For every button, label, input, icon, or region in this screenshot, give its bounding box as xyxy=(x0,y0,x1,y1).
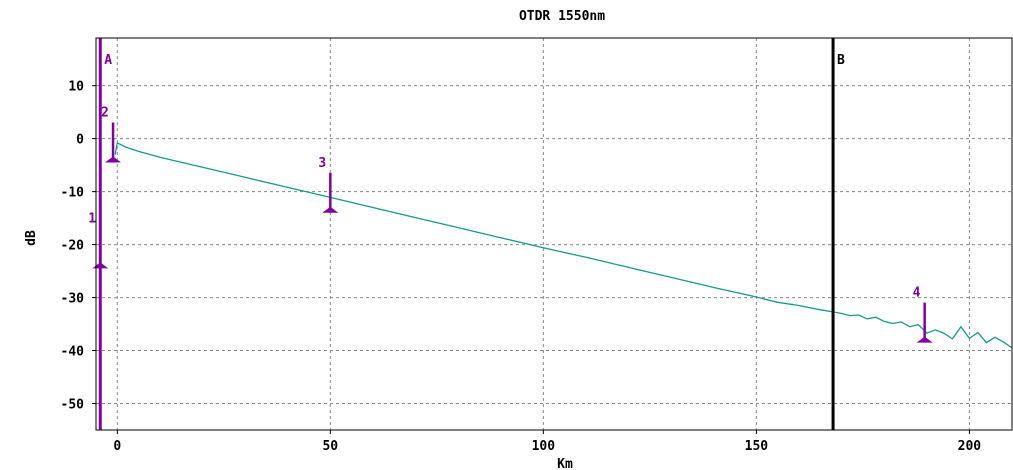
event-marker-label: 4 xyxy=(913,286,921,301)
event-marker-label: 1 xyxy=(88,211,96,226)
cursor-a-label: A xyxy=(104,53,112,68)
x-axis-label: Km xyxy=(557,457,573,470)
y-tick-label: 0 xyxy=(76,133,84,148)
event-marker-base xyxy=(322,206,339,213)
trace-line xyxy=(114,141,1013,349)
y-tick-label: -10 xyxy=(61,186,85,201)
event-marker-2: 2 xyxy=(101,105,122,163)
x-tick-label: 200 xyxy=(958,439,982,454)
chart-title: OTDR 1550nm xyxy=(519,9,605,24)
y-tick-label: -30 xyxy=(61,292,85,307)
y-tick-label: -40 xyxy=(61,345,85,360)
event-marker-base xyxy=(916,336,933,343)
x-tick-label: 0 xyxy=(113,439,121,454)
event-marker-label: 3 xyxy=(318,156,326,171)
y-axis-label: dB xyxy=(24,230,39,246)
event-marker-base xyxy=(105,156,122,163)
trace-layer xyxy=(114,141,1013,349)
y-axis-ticks: 10 0 -10 -20 -30 -40 -50 xyxy=(61,80,96,413)
x-axis-ticks: 0 50 100 150 200 xyxy=(113,430,981,454)
event-marker-4: 4 xyxy=(913,286,933,343)
grid xyxy=(96,38,1012,430)
x-tick-label: 50 xyxy=(322,439,338,454)
plot-frame xyxy=(95,37,1013,431)
cursor-b-label: B xyxy=(837,53,845,68)
event-marker-1: 1 xyxy=(88,211,109,269)
event-marker-label: 2 xyxy=(101,105,109,120)
y-tick-label: -20 xyxy=(61,239,85,254)
x-tick-label: 100 xyxy=(532,439,556,454)
event-marker-3: 3 xyxy=(318,156,339,213)
x-tick-label: 150 xyxy=(745,439,769,454)
y-tick-label: 10 xyxy=(68,80,84,95)
y-tick-label: -50 xyxy=(61,398,85,413)
marker-layer: 1 2 3 4 xyxy=(88,105,933,343)
event-marker-base xyxy=(92,262,109,269)
